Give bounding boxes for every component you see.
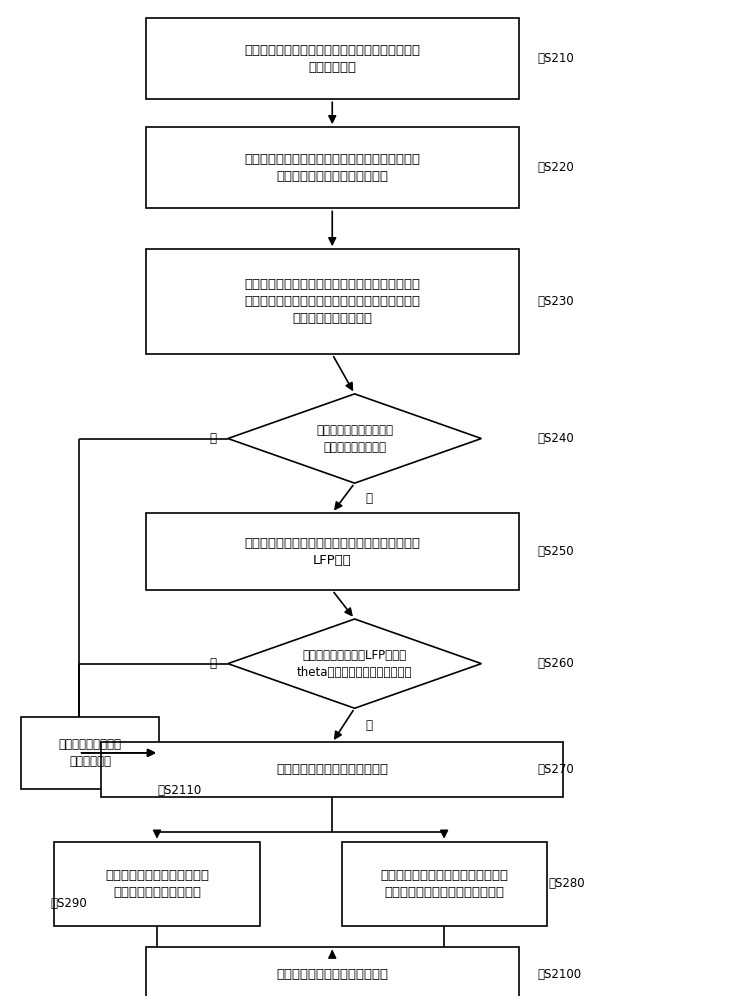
- Text: ～S250: ～S250: [538, 545, 574, 558]
- Text: ～S280: ～S280: [548, 877, 585, 890]
- FancyBboxPatch shape: [146, 18, 519, 99]
- Text: 是: 是: [366, 719, 372, 732]
- Text: 确定所述监控用户处于焦虑状态: 确定所述监控用户处于焦虑状态: [276, 968, 388, 981]
- Text: 否: 否: [210, 432, 216, 445]
- Text: ～S2110: ～S2110: [157, 784, 201, 797]
- FancyBboxPatch shape: [21, 717, 159, 789]
- FancyBboxPatch shape: [146, 127, 519, 208]
- FancyBboxPatch shape: [54, 842, 259, 926]
- Text: ～S260: ～S260: [538, 657, 574, 670]
- Text: 确定所述监控用户未
处于焦虑状态: 确定所述监控用户未 处于焦虑状态: [58, 738, 121, 768]
- Polygon shape: [228, 394, 481, 483]
- Text: 判断所述目标脑区的LFP信号的
theta节律是否满足第二焦虑条件: 判断所述目标脑区的LFP信号的 theta节律是否满足第二焦虑条件: [297, 649, 412, 679]
- Text: 以设定的播放频率，向所述监控用户
播放预先设定的焦虑预警提示语音: 以设定的播放频率，向所述监控用户 播放预先设定的焦虑预警提示语音: [380, 869, 508, 899]
- Text: 判断所述功能联结强度是
否满足第一焦虑条件: 判断所述功能联结强度是 否满足第一焦虑条件: [316, 424, 393, 454]
- Text: 通过所述穿戴设备获取所述监控用户头部的静息态
核磁共振图像: 通过所述穿戴设备获取所述监控用户头部的静息态 核磁共振图像: [244, 44, 420, 74]
- Text: 以设定的播放频率，向所述监
控用户播放设定预警铃声: 以设定的播放频率，向所述监 控用户播放设定预警铃声: [105, 869, 209, 899]
- Text: ～S290: ～S290: [51, 897, 87, 910]
- FancyBboxPatch shape: [342, 842, 547, 926]
- Text: ～S240: ～S240: [538, 432, 574, 445]
- Text: ～S230: ～S230: [538, 295, 574, 308]
- Text: 根据所述静息态数据，计算所述监控用户的伏隔核
脑区与所述伏隔核脑区周围的至少一个第一选定脑
区之间的功能联结强度: 根据所述静息态数据，计算所述监控用户的伏隔核 脑区与所述伏隔核脑区周围的至少一个…: [244, 278, 420, 325]
- FancyBboxPatch shape: [101, 742, 563, 797]
- Text: ～S270: ～S270: [538, 763, 574, 776]
- Text: 对获取的所述静息态核磁共振图像进行数据采集，
得到所述监控用户的静息态数据: 对获取的所述静息态核磁共振图像进行数据采集， 得到所述监控用户的静息态数据: [244, 153, 420, 183]
- FancyBboxPatch shape: [146, 947, 519, 1000]
- Text: ～S2100: ～S2100: [538, 968, 581, 981]
- FancyBboxPatch shape: [146, 513, 519, 590]
- Text: 取所述监控用户的至少一个目标脑区的局部场电位
LFP信号: 取所述监控用户的至少一个目标脑区的局部场电位 LFP信号: [244, 537, 420, 567]
- Text: ～S220: ～S220: [538, 161, 574, 174]
- Polygon shape: [228, 619, 481, 708]
- Text: 确定所述监控用户处于焦虑状态: 确定所述监控用户处于焦虑状态: [276, 763, 388, 776]
- Text: 否: 否: [210, 657, 216, 670]
- FancyBboxPatch shape: [146, 249, 519, 354]
- Text: 是: 是: [366, 492, 372, 505]
- Text: ～S210: ～S210: [538, 52, 574, 65]
